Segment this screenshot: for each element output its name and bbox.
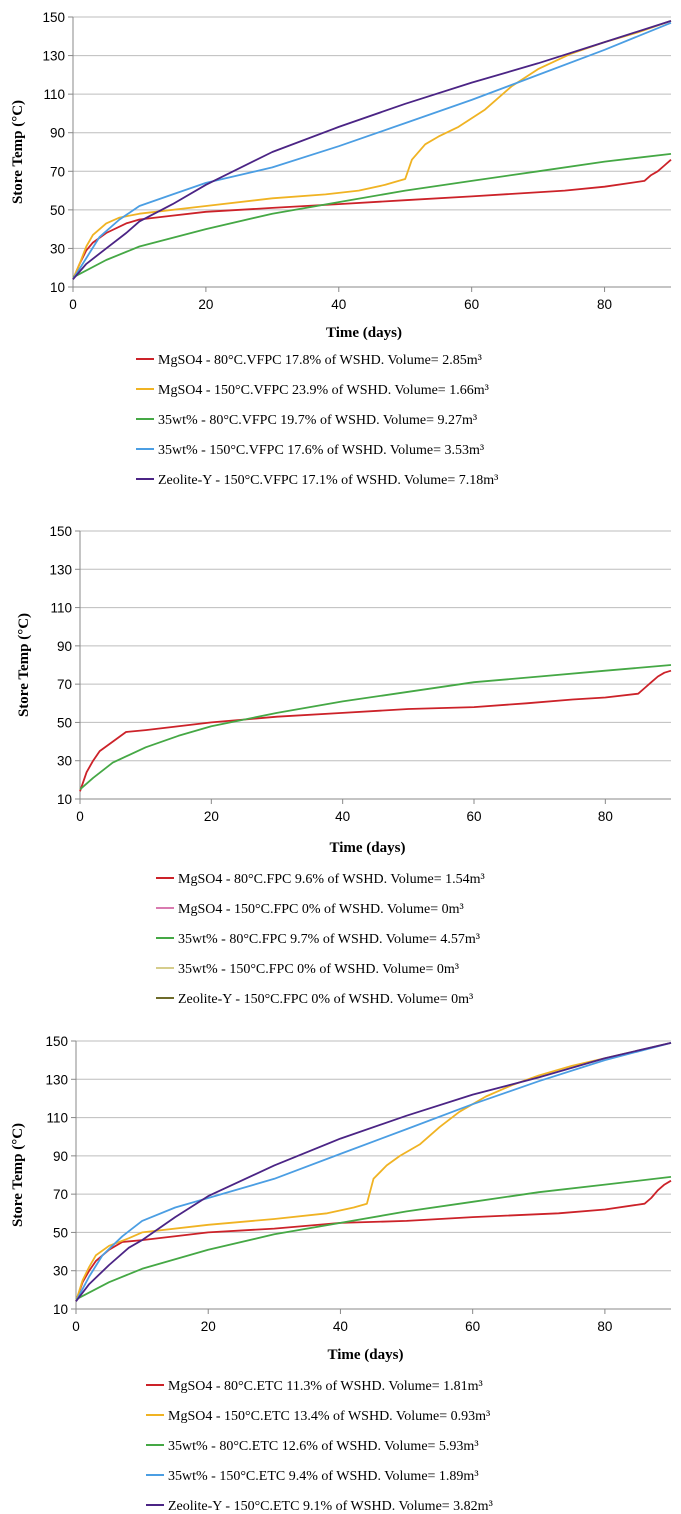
legend-entry: 35wt% - 150°C.VFPC 17.6% of WSHD. Volume… [158, 443, 484, 458]
y-axis-title: Store Temp (°C) [16, 613, 32, 717]
x-axis-title: Time (days) [330, 840, 406, 856]
x-tick-label: 40 [331, 297, 346, 312]
x-tick-label: 60 [466, 809, 481, 824]
legend-entry: 35wt% - 80°C.FPC 9.7% of WSHD. Volume= 4… [178, 932, 480, 947]
x-tick-label: 20 [198, 297, 213, 312]
x-axis-title: Time (days) [328, 1347, 404, 1363]
y-tick-label: 130 [42, 49, 65, 64]
y-tick-label: 130 [45, 1072, 68, 1087]
series-line-4 [75, 1042, 672, 1302]
x-tick-label: 60 [465, 1319, 480, 1334]
y-tick-label: 70 [57, 677, 72, 692]
x-tick-label: 20 [204, 809, 219, 824]
y-tick-label: 110 [50, 601, 72, 616]
x-tick-label: 80 [597, 297, 612, 312]
legend-entry: MgSO4 - 150°C.ETC 13.4% of WSHD. Volume=… [168, 1409, 490, 1424]
y-tick-label: 10 [57, 792, 72, 807]
series-line-1 [79, 669, 672, 792]
legend-entry: MgSO4 - 80°C.ETC 11.3% of WSHD. Volume= … [168, 1379, 483, 1394]
legend: MgSO4 - 80°C.VFPC 17.8% of WSHD. Volume=… [136, 353, 498, 488]
series-line-3 [79, 664, 672, 791]
x-tick-label: 40 [333, 1319, 348, 1334]
series-line-3 [72, 153, 672, 279]
y-axis-title: Store Temp (°C) [10, 100, 26, 204]
legend-entry: Zeolite-Y - 150°C.ETC 9.1% of WSHD. Volu… [168, 1499, 493, 1514]
series-line-5 [75, 1042, 672, 1302]
y-tick-label: 30 [57, 754, 72, 769]
y-axis-title: Store Temp (°C) [10, 1123, 26, 1227]
x-axis-title: Time (days) [326, 325, 402, 341]
y-tick-label: 110 [43, 87, 65, 102]
y-tick-label: 10 [50, 280, 65, 295]
legend: MgSO4 - 80°C.FPC 9.6% of WSHD. Volume= 1… [156, 872, 485, 1007]
x-tick-label: 0 [76, 809, 84, 824]
legend-entry: MgSO4 - 80°C.VFPC 17.8% of WSHD. Volume=… [158, 353, 482, 368]
series-line-1 [75, 1179, 672, 1302]
legend-entry: Zeolite-Y - 150°C.FPC 0% of WSHD. Volume… [178, 992, 473, 1007]
y-tick-label: 50 [53, 1225, 68, 1240]
y-tick-label: 30 [50, 241, 65, 256]
y-tick-label: 90 [50, 126, 65, 141]
series-line-4 [72, 21, 672, 280]
y-tick-label: 130 [49, 562, 72, 577]
legend-entry: 35wt% - 150°C.FPC 0% of WSHD. Volume= 0m… [178, 962, 459, 977]
x-tick-label: 0 [69, 297, 77, 312]
y-tick-label: 90 [57, 639, 72, 654]
series-line-5 [72, 20, 672, 280]
x-tick-label: 60 [464, 297, 479, 312]
y-tick-label: 90 [53, 1149, 68, 1164]
x-tick-label: 20 [201, 1319, 216, 1334]
y-tick-label: 10 [53, 1302, 68, 1317]
legend-entry: MgSO4 - 150°C.VFPC 23.9% of WSHD. Volume… [158, 383, 489, 398]
legend: MgSO4 - 80°C.ETC 11.3% of WSHD. Volume= … [146, 1379, 493, 1514]
y-tick-label: 150 [42, 10, 65, 25]
y-tick-label: 150 [45, 1034, 68, 1049]
legend-entry: MgSO4 - 150°C.FPC 0% of WSHD. Volume= 0m… [178, 902, 464, 917]
series-line-3 [75, 1176, 672, 1301]
legend-entry: 35wt% - 80°C.ETC 12.6% of WSHD. Volume= … [168, 1439, 479, 1454]
x-tick-label: 0 [72, 1319, 80, 1334]
legend-entry: Zeolite-Y - 150°C.VFPC 17.1% of WSHD. Vo… [158, 473, 498, 488]
x-tick-label: 80 [597, 1319, 612, 1334]
series-line-2 [75, 1042, 672, 1302]
series-line-1 [72, 159, 672, 280]
legend-entry: 35wt% - 150°C.ETC 9.4% of WSHD. Volume= … [168, 1469, 479, 1484]
y-tick-label: 30 [53, 1264, 68, 1279]
chart-1: 10 30 50 70 90 110 130 150 0 20 40 60 80 Time (days) S… [10, 10, 672, 488]
series-line-2 [72, 20, 672, 280]
x-tick-label: 80 [598, 809, 613, 824]
chart-2: 10 30 50 70 90 110 130 150 0 20 40 60 80 Time (days) S… [16, 524, 672, 1007]
y-tick-label: 50 [50, 203, 65, 218]
y-tick-label: 50 [57, 715, 72, 730]
y-tick-label: 150 [49, 524, 72, 539]
y-tick-label: 70 [53, 1187, 68, 1202]
legend-entry: MgSO4 - 80°C.FPC 9.6% of WSHD. Volume= 1… [178, 872, 485, 887]
legend-entry: 35wt% - 80°C.VFPC 19.7% of WSHD. Volume=… [158, 413, 477, 428]
y-tick-label: 110 [46, 1111, 68, 1126]
y-tick-label: 70 [50, 164, 65, 179]
chart-3: 10 30 50 70 90 110 130 150 0 20 40 60 80 Time (days) S… [10, 1034, 672, 1514]
x-tick-label: 40 [335, 809, 350, 824]
